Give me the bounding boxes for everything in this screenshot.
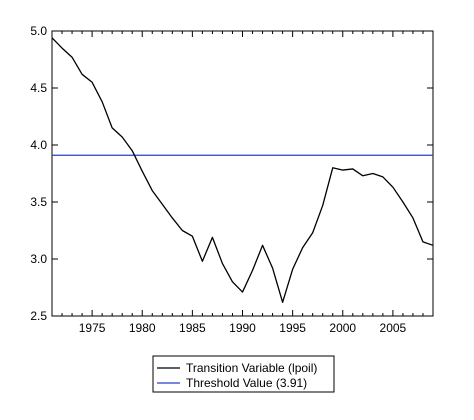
legend-label-transition-variable: Transition Variable (lpoil) bbox=[186, 361, 317, 375]
y-tick-label: 4.5 bbox=[30, 81, 47, 95]
legend-box bbox=[152, 355, 335, 393]
x-tick-label: 1995 bbox=[279, 321, 306, 335]
legend: Transition Variable (lpoil) Threshold Va… bbox=[152, 355, 335, 393]
y-tick-label: 2.5 bbox=[30, 309, 47, 323]
y-tick-label: 3.5 bbox=[30, 195, 47, 209]
x-tick-label: 1985 bbox=[179, 321, 206, 335]
legend-label-threshold-value: Threshold Value (3.91) bbox=[186, 376, 307, 390]
x-tick-label: 1980 bbox=[129, 321, 156, 335]
plot-frame bbox=[51, 30, 434, 317]
y-tick-label: 5.0 bbox=[30, 24, 47, 38]
x-tick-label: 2005 bbox=[380, 321, 407, 335]
series-transition-variable-line bbox=[51, 37, 434, 303]
x-tick-label: 1990 bbox=[229, 321, 256, 335]
y-tick-label: 4.0 bbox=[30, 138, 47, 152]
x-axis: 1975 1980 1985 1990 1995 2000 2005 bbox=[51, 31, 434, 335]
x-tick-label: 2000 bbox=[329, 321, 356, 335]
y-axis: 2.5 3.0 3.5 4.0 4.5 5.0 bbox=[30, 24, 433, 323]
y-tick-label: 3.0 bbox=[30, 252, 47, 266]
series-layer bbox=[51, 37, 434, 303]
x-tick-label: 1975 bbox=[79, 321, 106, 335]
